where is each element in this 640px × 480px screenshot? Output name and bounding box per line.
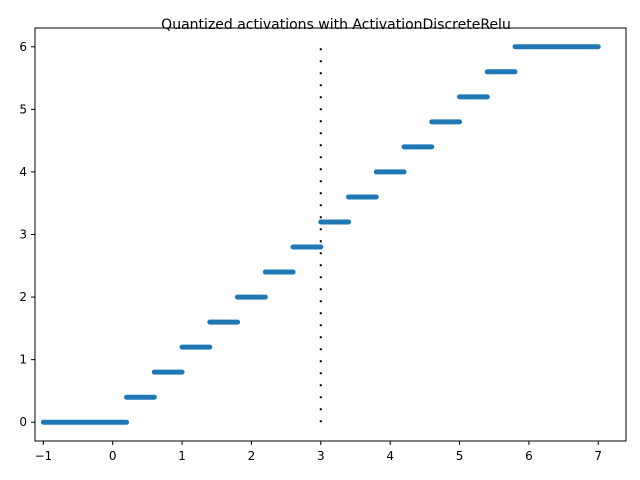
x-tick-label: 4	[386, 449, 394, 463]
x-tick-label: 6	[525, 449, 533, 463]
y-tick-label: 4	[19, 165, 27, 179]
y-tick-label: 2	[19, 290, 27, 304]
x-tick-label: 2	[248, 449, 256, 463]
x-axis: −1 0 1 2 3 4 5 6 7	[34, 441, 602, 463]
y-tick-label: 5	[19, 102, 27, 116]
axes-frame	[34, 27, 627, 442]
y-tick-label: 6	[19, 40, 27, 54]
y-axis: 0 1 2 3 4 5 6	[19, 40, 35, 429]
y-tick-label: 3	[19, 228, 27, 242]
x-tick-label: 5	[456, 449, 464, 463]
x-tick-label: 3	[317, 449, 325, 463]
y-tick-label: 1	[19, 353, 27, 367]
y-tick-label: 0	[19, 415, 27, 429]
plot-area	[40, 44, 601, 425]
x-tick-label: −1	[34, 449, 52, 463]
chart-title: Quantized activations with ActivationDis…	[161, 17, 511, 33]
x-tick-label: 0	[109, 449, 117, 463]
x-tick-label: 1	[178, 449, 186, 463]
x-tick-label: 7	[594, 449, 602, 463]
